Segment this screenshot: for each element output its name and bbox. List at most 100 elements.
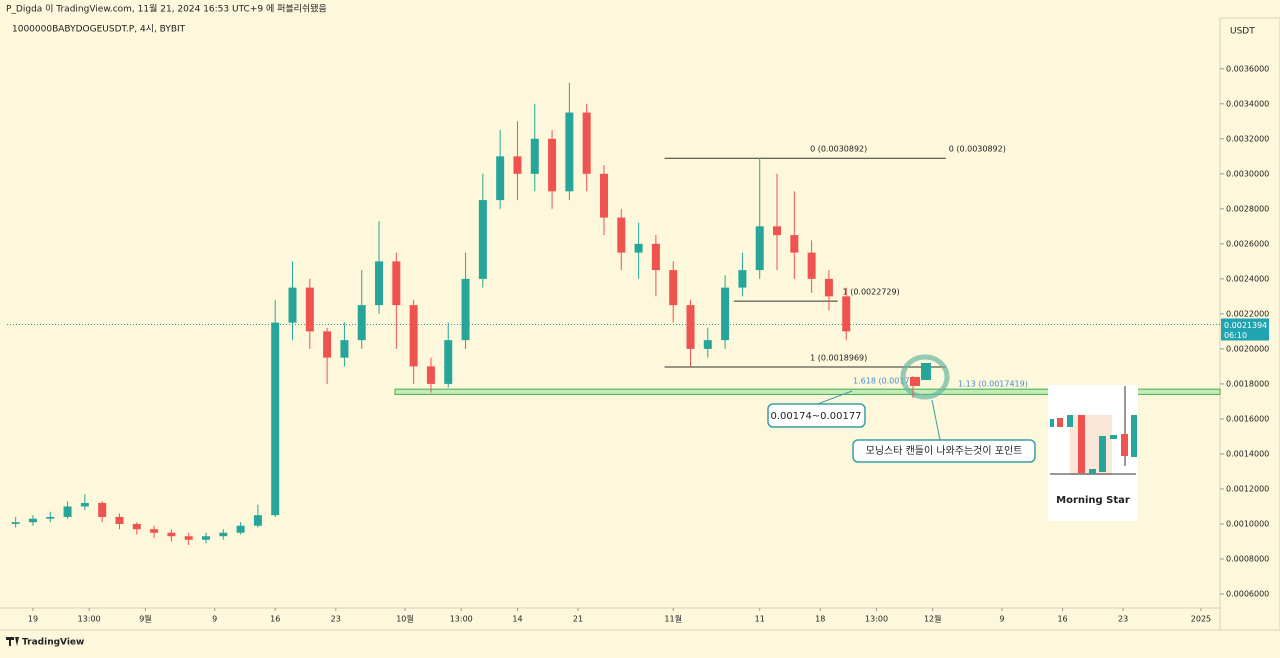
inset-candle [1057, 418, 1063, 427]
last-price-badge [1221, 318, 1269, 341]
currency: USDT [1230, 27, 1255, 37]
proj-candle [910, 377, 920, 386]
candle-body [738, 270, 747, 288]
fib-label: 1 (0.0022729) [843, 288, 900, 297]
candle-body [375, 261, 384, 306]
candle-body [392, 261, 401, 306]
y-tick-label: 0.0010000 [1226, 519, 1269, 528]
x-tick-label: 16 [270, 615, 280, 624]
candle-body [755, 226, 764, 271]
candle-body [288, 287, 297, 323]
zone [394, 388, 1221, 395]
candle-body [721, 287, 730, 341]
inset: Morning Star [1048, 385, 1138, 521]
candle-body [530, 138, 539, 174]
candle-body [28, 518, 37, 523]
fib-text: 1.13 (0.0017419) [958, 380, 1028, 389]
y-tick-label: 0.0030000 [1226, 169, 1269, 178]
highlight-circle [900, 354, 950, 400]
candle-body [340, 340, 349, 358]
x-tick-label: 16 [1057, 615, 1067, 624]
x-tick-label: 11월 [664, 614, 682, 624]
callout-line [814, 390, 853, 406]
inset-candle [1099, 436, 1106, 472]
candle-body [236, 525, 245, 533]
candle-body [201, 536, 210, 540]
candle-body [219, 532, 228, 537]
inset-candle [1067, 415, 1073, 427]
x-tick-label: 14 [512, 615, 522, 624]
candle-body [271, 322, 280, 516]
x-tick-label: 2025 [1191, 615, 1211, 624]
inset-candle [1121, 434, 1128, 456]
candle-body [444, 340, 453, 384]
candle-body [790, 235, 799, 253]
candle-body [773, 226, 782, 236]
x-tick-label: 12월 [924, 614, 942, 624]
inset-candle [1110, 435, 1117, 439]
x-tick-label: 9 [212, 615, 217, 624]
x-tick-label: 18 [815, 615, 825, 624]
x-tick-label: 11 [755, 615, 765, 624]
candle-body [409, 305, 418, 367]
x-tick-label: 21 [573, 615, 583, 624]
candle-body [669, 270, 678, 306]
x-tick-label: 10월 [396, 614, 414, 624]
y-tick-label: 0.0026000 [1226, 239, 1269, 248]
y-tick-label: 0.0018000 [1226, 379, 1269, 388]
candle-body [98, 502, 107, 517]
candle-body [548, 138, 557, 192]
y-tick-label: 0.0012000 [1226, 484, 1269, 493]
candle-body [132, 523, 141, 530]
callout-box [852, 439, 1036, 463]
y-tick-label: 0.0020000 [1226, 344, 1269, 353]
countdown: 06:10 [1224, 331, 1247, 340]
candle-body [807, 252, 816, 279]
candle-body [46, 516, 55, 519]
candle-body [703, 340, 712, 349]
fib-label: 1 (0.0018969) [810, 353, 867, 362]
y-tick-label: 0.0022000 [1226, 309, 1269, 318]
y-tick-label: 0.0024000 [1226, 274, 1269, 283]
inset-candle [1089, 469, 1096, 474]
candle-body [184, 536, 193, 540]
candle-body [426, 366, 435, 384]
candle-body [150, 529, 159, 533]
callout-box [767, 403, 866, 428]
x-tick-label: 13:00 [865, 615, 888, 624]
y-tick-label: 0.0014000 [1226, 449, 1269, 458]
x-tick-label: 13:00 [450, 615, 473, 624]
fib-text: 1.618 (0.00176 [853, 377, 915, 386]
x-tick-label: 9월 [139, 614, 151, 624]
inset-candle [1131, 415, 1137, 457]
y-tick-label: 0.0034000 [1226, 99, 1269, 108]
inset-label: Morning Star [1056, 495, 1130, 506]
y-tick-label: 0.0008000 [1226, 554, 1269, 563]
logo [6, 637, 19, 646]
inset-candle [1050, 419, 1054, 427]
x-tick-label: 9 [999, 615, 1004, 624]
candle-body [599, 173, 608, 218]
inset-candle [1078, 415, 1085, 473]
x-tick-label: 23 [331, 615, 341, 624]
y-tick-label: 0.0028000 [1226, 204, 1269, 213]
candle-body [357, 305, 366, 341]
candle-body [80, 502, 89, 507]
y-tick-label: 0.0032000 [1226, 134, 1269, 143]
candle-body [63, 506, 72, 517]
candle-body [478, 200, 487, 279]
candle-body [461, 278, 470, 341]
candle-body [842, 296, 851, 332]
candle-body [634, 243, 643, 253]
y-tick-label: 0.0036000 [1226, 64, 1269, 73]
candle-body [582, 112, 591, 174]
fib-label: 0 (0.0030892) [949, 145, 1006, 154]
candle-body [11, 522, 20, 524]
callout-line [931, 399, 941, 441]
x-tick-label: 19 [28, 615, 38, 624]
candle-body [565, 112, 574, 192]
candle-body [323, 331, 332, 358]
candle-body [686, 305, 695, 349]
